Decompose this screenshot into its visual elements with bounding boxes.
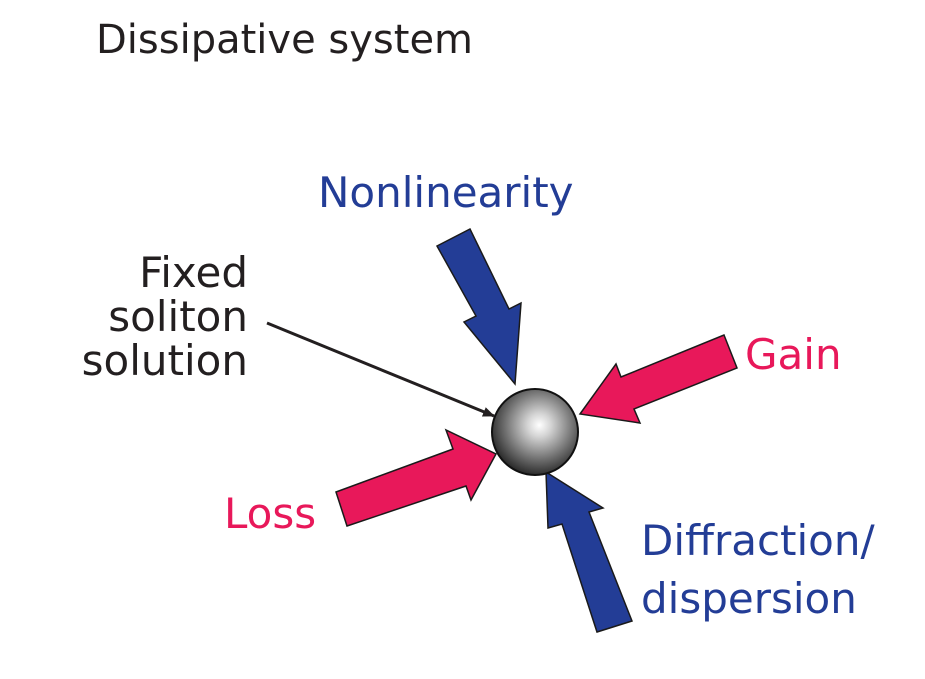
fixed-soliton-line: solution	[81, 336, 248, 385]
diffraction-label: Diffraction/ dispersion	[641, 512, 875, 628]
soliton-ball	[491, 388, 579, 476]
diffraction-arrow	[545, 470, 633, 633]
diffraction-line: Diffraction/	[641, 516, 875, 565]
gain-label: Gain	[745, 330, 842, 379]
diagram-title: Dissipative system	[96, 17, 474, 63]
fixed-soliton-line: Fixed	[139, 248, 248, 297]
diffraction-line: dispersion	[641, 574, 857, 623]
fixed-soliton-label: Fixed soliton solution	[82, 251, 248, 383]
nonlinearity-arrow	[435, 227, 522, 386]
loss-label: Loss	[224, 489, 317, 538]
loss-arrow	[335, 428, 498, 527]
gain-arrow	[578, 334, 738, 424]
soliton-pointer-arrow	[266, 321, 495, 418]
nonlinearity-label: Nonlinearity	[318, 168, 574, 217]
fixed-soliton-line: soliton	[108, 292, 248, 341]
